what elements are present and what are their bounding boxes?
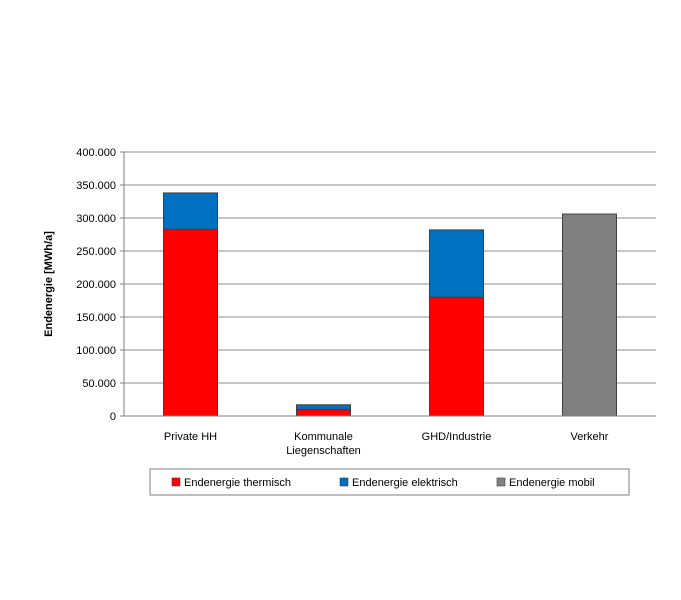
bars <box>163 192 617 417</box>
x-tick-label: Verkehr <box>571 431 609 443</box>
legend-label-3: Endenergie mobil <box>509 477 595 489</box>
legend-swatch-1 <box>171 477 181 487</box>
legend-swatch-2 <box>339 477 349 487</box>
bar-3-series-1 <box>429 296 484 417</box>
y-tick-label: 400.000 <box>76 147 116 159</box>
y-axis-ticks: 0 50.000 100.000 150.000 200.000 250.000 300.0… <box>76 147 124 423</box>
y-tick-label: 350.000 <box>76 180 116 192</box>
y-tick-label: 0 <box>110 411 116 423</box>
y-tick-label: 250.000 <box>76 246 116 258</box>
bar-2-series-2 <box>296 404 351 410</box>
x-axis-labels: Private HH Kommunale Liegenschaften GHD/Ind… <box>164 431 609 457</box>
bar-2-series-1 <box>296 408 351 417</box>
x-tick-label: Kommunale <box>294 431 353 443</box>
x-tick-label: Private HH <box>164 431 217 443</box>
legend: Endenergie thermisch Endenergie elektrisc… <box>149 468 630 496</box>
y-tick-label: 150.000 <box>76 312 116 324</box>
x-tick-label: GHD/Industrie <box>422 431 492 443</box>
legend-swatch-3 <box>496 477 506 487</box>
bar-3-series-2 <box>429 229 484 298</box>
bar-1-series-1 <box>163 228 218 417</box>
bar-1-series-2 <box>163 192 218 230</box>
legend-label-2: Endenergie elektrisch <box>352 477 458 489</box>
legend-label-1: Endenergie thermisch <box>184 477 291 489</box>
y-tick-label: 100.000 <box>76 345 116 357</box>
legend-box <box>149 468 630 496</box>
y-tick-label: 50.000 <box>82 378 116 390</box>
x-tick-label: Liegenschaften <box>286 445 361 457</box>
y-tick-label: 300.000 <box>76 213 116 225</box>
y-axis-title: Endenergie [MWh/a] <box>43 231 55 337</box>
y-tick-label: 200.000 <box>76 279 116 291</box>
bar-4-series-3 <box>562 213 617 417</box>
